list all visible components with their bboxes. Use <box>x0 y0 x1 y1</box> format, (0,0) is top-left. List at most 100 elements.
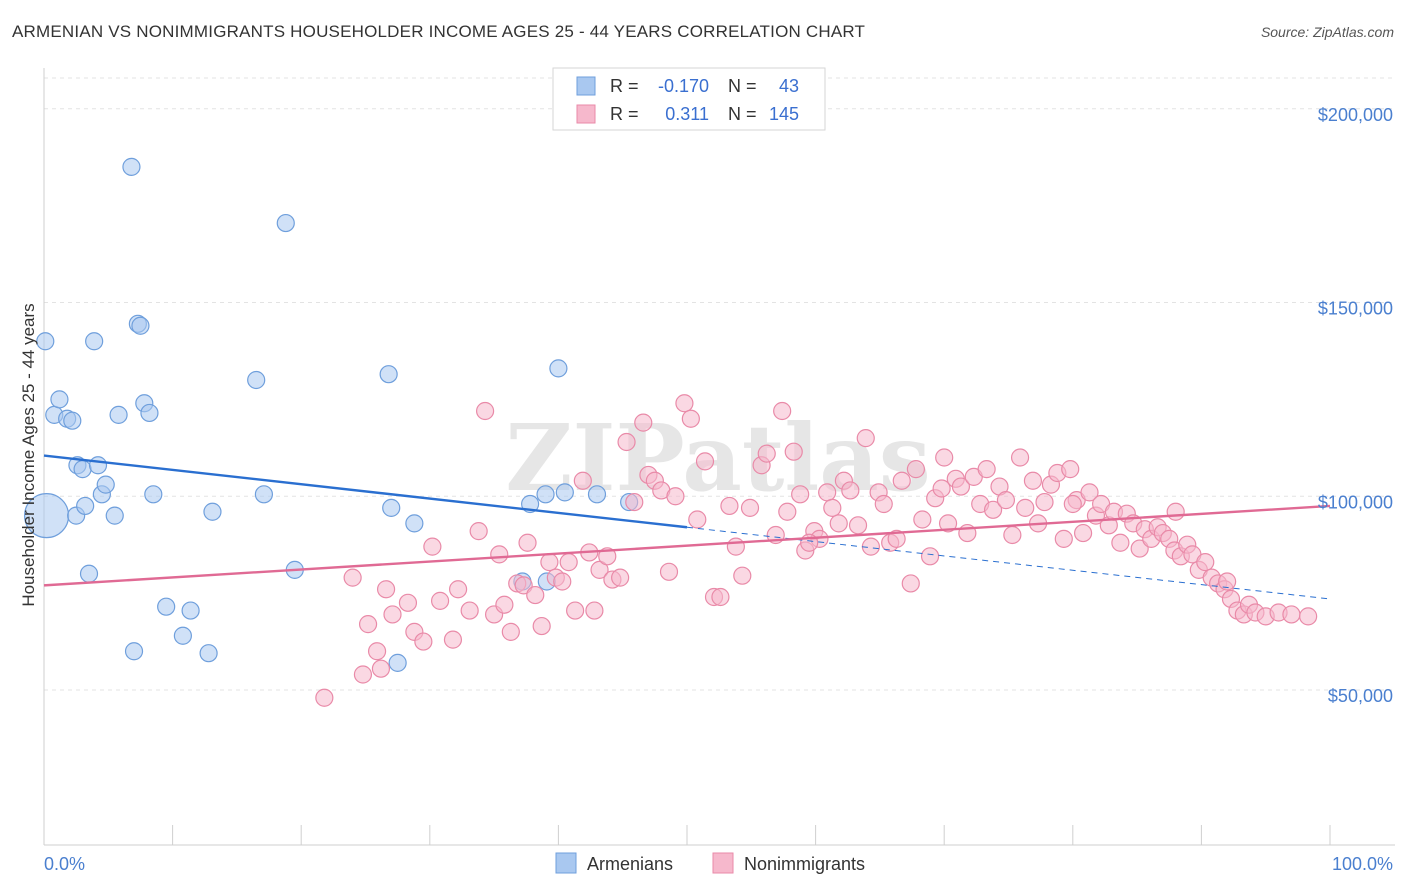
armenians-point <box>124 642 144 661</box>
nonimmigrants-point <box>773 401 792 421</box>
nonimmigrants-point <box>598 547 617 566</box>
armenians-point <box>555 483 574 502</box>
nonimmigrants-point <box>720 496 739 516</box>
nonimmigrants-point <box>443 630 463 649</box>
nonimmigrants-point <box>983 500 1003 519</box>
armenians-point <box>85 332 104 351</box>
nonimmigrants-point <box>430 591 450 610</box>
nonimmigrants-point <box>367 642 387 661</box>
legend-box <box>552 67 826 131</box>
armenians-trend-extension <box>686 526 1331 600</box>
nonimmigrants-point <box>460 601 479 620</box>
nonimmigrants-point <box>726 537 745 556</box>
nonimmigrants-point <box>977 460 996 479</box>
nonimmigrants-point <box>315 688 334 707</box>
nonimmigrants-point <box>874 494 893 514</box>
y-tick-label: $50,000 <box>1328 686 1393 706</box>
nonimmigrants-point <box>501 622 520 641</box>
nonimmigrants-point <box>823 498 842 517</box>
armenians-point <box>144 485 163 504</box>
series-legend: Armenians Nonimmigrants <box>555 852 865 874</box>
armenians-point <box>199 644 218 663</box>
nonimmigrants-point <box>1035 492 1054 512</box>
nonimmigrants-point <box>423 537 442 556</box>
nonimmigrants-point <box>1061 460 1080 479</box>
armenians-point <box>382 498 401 517</box>
x-tick-label-left: 0.0% <box>44 854 85 874</box>
nonimmigrants-point <box>566 601 585 620</box>
nonimmigrants-point <box>829 514 848 533</box>
legend-n-label: N = <box>728 104 757 124</box>
correlation-legend: R = -0.170 N = 43 R = 0.311 N = 145 <box>552 67 826 131</box>
nonimmigrants-point <box>371 659 391 678</box>
nonimmigrants-point <box>526 585 545 605</box>
legend-n-value: 145 <box>769 104 799 124</box>
x-tick-label-right: 100.0% <box>1332 854 1393 874</box>
nonimmigrants-point <box>688 510 707 529</box>
chart-title: ARMENIAN VS NONIMMIGRANTS HOUSEHOLDER IN… <box>12 22 866 41</box>
nonimmigrants-point <box>906 460 926 479</box>
armenians-point <box>105 506 124 525</box>
nonimmigrants-point <box>1196 553 1215 572</box>
nonimmigrants-point <box>1010 448 1030 467</box>
nonimmigrants-point <box>1166 502 1185 521</box>
nonimmigrants-point <box>841 481 860 500</box>
nonimmigrants-point <box>757 444 776 463</box>
armenians-point <box>109 405 128 424</box>
nonimmigrants-point <box>611 568 630 587</box>
nonimmigrants-point <box>448 580 468 599</box>
nonimmigrants-point <box>475 401 495 421</box>
nonimmigrants-point <box>848 516 868 535</box>
armenians-point <box>96 475 115 494</box>
armenians-point <box>388 653 407 672</box>
y-axis-label: Householder Income Ages 25 - 44 years <box>19 303 38 606</box>
nonimmigrants-point <box>1218 572 1237 591</box>
watermark: ZIPatlas <box>505 404 930 512</box>
nonimmigrants-point <box>540 553 559 572</box>
armenians-point <box>536 485 555 504</box>
legend-swatch <box>576 104 596 124</box>
nonimmigrants-point <box>358 615 378 634</box>
armenians-point <box>587 485 607 504</box>
legend-n-label: N = <box>728 76 757 96</box>
chart-source: Source: ZipAtlas.com <box>1260 24 1394 40</box>
legend-n-value: 43 <box>779 76 799 96</box>
nonimmigrants-point <box>585 601 604 620</box>
nonimmigrants-point <box>625 492 644 512</box>
nonimmigrants-point <box>887 529 906 548</box>
armenians-trend-line <box>43 454 688 529</box>
legend-r-value: -0.170 <box>658 76 709 96</box>
nonimmigrants-point <box>490 545 509 564</box>
nonimmigrants-point <box>695 452 715 471</box>
armenians-point <box>131 316 150 335</box>
nonimmigrants-point <box>343 568 362 587</box>
nonimmigrants-point <box>1073 523 1093 543</box>
armenians-point <box>203 502 222 521</box>
armenians-point <box>88 456 108 475</box>
nonimmigrants-point <box>681 409 700 428</box>
armenians-point <box>254 485 274 504</box>
nonimmigrants-point <box>514 576 533 595</box>
trend-lines <box>43 454 1331 600</box>
nonimmigrants-point <box>778 502 797 521</box>
legend-r-label: R = <box>610 76 639 96</box>
nonimmigrants-point <box>920 547 940 566</box>
armenians-point <box>181 601 200 620</box>
nonimmigrants-point <box>617 432 636 452</box>
legend-swatch <box>576 76 596 96</box>
series-legend-label: Nonimmigrants <box>744 854 865 874</box>
nonimmigrants-point <box>935 448 954 467</box>
armenians-point <box>79 564 99 583</box>
nonimmigrants-point <box>553 572 572 591</box>
nonimmigrants-point <box>856 429 875 448</box>
armenians-point <box>173 626 192 645</box>
nonimmigrants-point <box>791 485 810 504</box>
nonimmigrants-point <box>376 580 396 599</box>
watermark-text: ZIPatlas <box>505 404 930 512</box>
nonimmigrants-point <box>932 479 951 498</box>
nonimmigrants-point <box>634 413 653 432</box>
armenians-point <box>157 597 176 616</box>
nonimmigrants-point <box>1023 471 1043 490</box>
armenians-point <box>36 332 55 351</box>
